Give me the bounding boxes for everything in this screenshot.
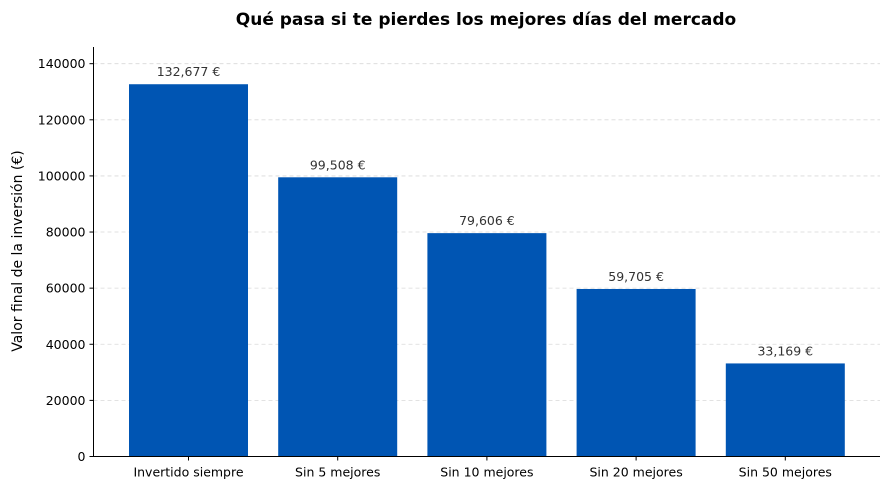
data-label: 79,606 €	[459, 213, 515, 228]
bar	[427, 233, 547, 457]
data-label: 33,169 €	[757, 343, 813, 358]
bars	[129, 84, 845, 457]
y-tick-label: 60000	[46, 281, 86, 296]
data-label: 59,705 €	[608, 269, 664, 284]
bar	[129, 84, 248, 457]
x-tick-label: Invertido siempre	[133, 465, 243, 480]
data-label: 132,677 €	[157, 64, 221, 79]
bar	[278, 177, 398, 457]
y-tick-label: 100000	[38, 168, 86, 183]
y-tick-label: 40000	[46, 337, 86, 352]
y-axis-ticks: 0 20000 40000 60000 80000 100000 120000 140000	[38, 56, 94, 464]
x-tick-label: Sin 10 mejores	[440, 465, 533, 480]
y-tick-label: 0	[78, 449, 86, 464]
data-labels: 132,677 € 99,508 € 79,606 € 59,705 € 33,169 …	[157, 64, 813, 358]
x-tick-label: Sin 5 mejores	[295, 465, 380, 480]
data-label: 99,508 €	[310, 157, 366, 172]
bar	[576, 288, 696, 457]
y-tick-label: 140000	[38, 56, 86, 71]
y-tick-label: 20000	[46, 393, 86, 408]
chart-title: Qué pasa si te pierdes los mejores días …	[236, 10, 736, 30]
x-tick-label: Sin 20 mejores	[589, 465, 682, 480]
x-axis-ticks: Invertido siempre Sin 5 mejores Sin 10 mej…	[133, 456, 832, 480]
y-tick-label: 120000	[38, 112, 86, 127]
x-tick-label: Sin 50 mejores	[739, 465, 832, 480]
y-tick-label: 80000	[46, 225, 86, 240]
y-axis-label: Valor final de la inversión (€)	[10, 150, 26, 352]
bar	[725, 363, 845, 457]
